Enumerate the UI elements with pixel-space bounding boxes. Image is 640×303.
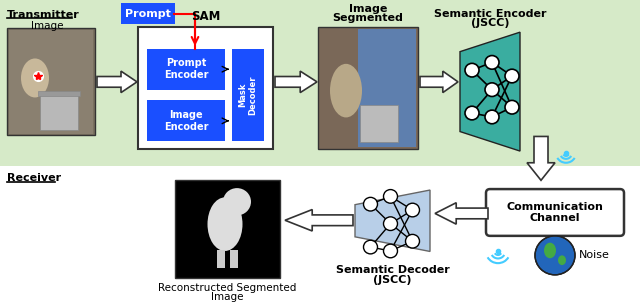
Bar <box>358 29 416 147</box>
Text: Receiver: Receiver <box>7 174 61 184</box>
Circle shape <box>364 197 378 211</box>
Circle shape <box>406 235 419 248</box>
Bar <box>360 105 398 142</box>
Circle shape <box>406 203 419 217</box>
Circle shape <box>485 83 499 96</box>
Circle shape <box>465 106 479 120</box>
Bar <box>40 93 78 130</box>
Bar <box>175 180 280 278</box>
Polygon shape <box>527 136 555 180</box>
Bar <box>0 0 640 166</box>
Polygon shape <box>420 71 458 93</box>
Ellipse shape <box>207 197 243 251</box>
Text: Noise: Noise <box>579 250 610 260</box>
Polygon shape <box>97 71 137 93</box>
Text: Semantic Encoder: Semantic Encoder <box>434 8 547 18</box>
Bar <box>38 91 80 95</box>
Text: Prompt: Prompt <box>125 9 171 19</box>
Text: Communication
Channel: Communication Channel <box>507 202 604 223</box>
FancyBboxPatch shape <box>147 49 225 90</box>
Text: Prompt
Encoder: Prompt Encoder <box>164 58 208 80</box>
FancyBboxPatch shape <box>486 189 624 236</box>
Bar <box>230 251 238 268</box>
Circle shape <box>485 110 499 124</box>
Circle shape <box>383 190 397 203</box>
Text: SAM: SAM <box>191 10 220 23</box>
Text: Image: Image <box>211 292 244 302</box>
Text: Image
Encoder: Image Encoder <box>164 110 208 132</box>
Text: Semantic Decoder: Semantic Decoder <box>335 265 449 275</box>
Text: Reconstructed Segmented: Reconstructed Segmented <box>158 283 297 293</box>
Circle shape <box>535 236 575 275</box>
Circle shape <box>505 100 519 114</box>
Text: Image: Image <box>31 22 63 32</box>
Polygon shape <box>435 203 488 224</box>
Circle shape <box>223 188 251 215</box>
Text: Transmitter: Transmitter <box>7 10 80 20</box>
Ellipse shape <box>330 64 362 118</box>
Circle shape <box>485 55 499 69</box>
Text: Mask
Decoder: Mask Decoder <box>238 75 258 115</box>
FancyBboxPatch shape <box>121 3 175 24</box>
FancyBboxPatch shape <box>232 49 264 141</box>
Circle shape <box>465 63 479 77</box>
Bar <box>9 30 93 134</box>
Bar <box>318 27 418 149</box>
FancyBboxPatch shape <box>147 100 225 141</box>
Polygon shape <box>285 210 353 231</box>
Text: (JSCC): (JSCC) <box>373 275 412 285</box>
Bar <box>217 251 225 268</box>
Circle shape <box>383 244 397 258</box>
Bar <box>0 166 640 295</box>
Text: (JSCC): (JSCC) <box>471 18 509 28</box>
Circle shape <box>505 69 519 83</box>
Ellipse shape <box>558 255 566 265</box>
Circle shape <box>383 217 397 231</box>
Bar <box>138 27 273 149</box>
Text: Segmented: Segmented <box>333 13 403 23</box>
Text: Image: Image <box>349 4 387 14</box>
Polygon shape <box>355 190 430 251</box>
Ellipse shape <box>21 58 49 98</box>
Polygon shape <box>460 32 520 151</box>
Polygon shape <box>275 71 317 93</box>
Bar <box>7 28 95 135</box>
Circle shape <box>364 240 378 254</box>
Ellipse shape <box>544 243 556 258</box>
